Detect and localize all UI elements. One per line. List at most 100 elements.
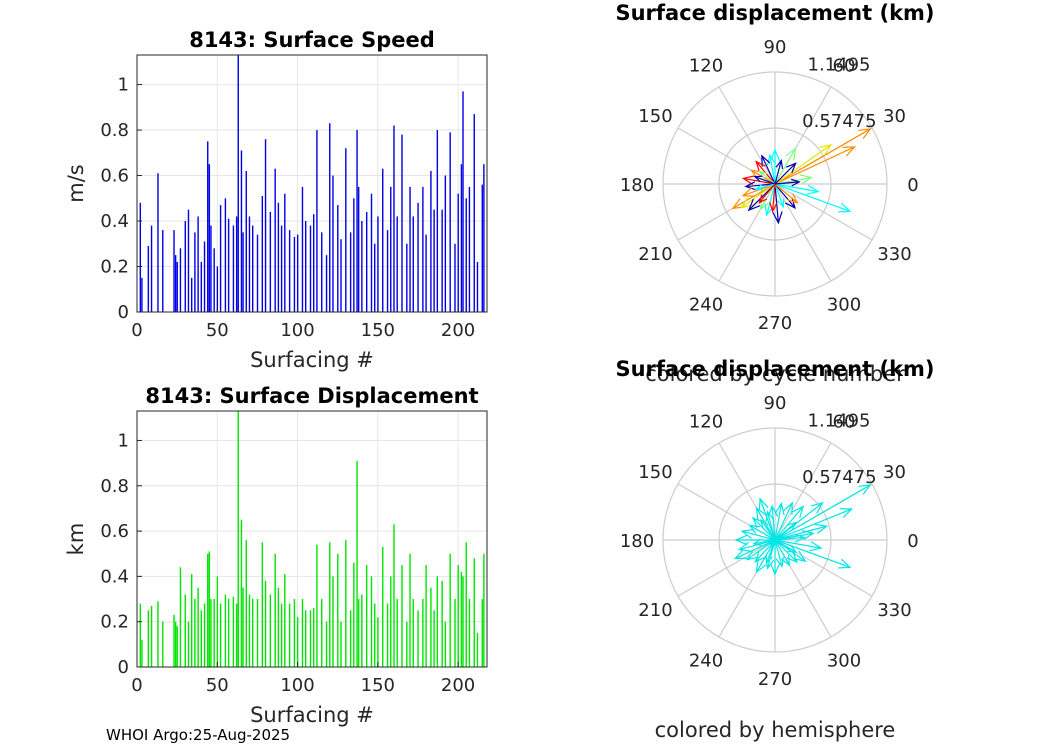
angle-label: 150 <box>638 462 672 483</box>
vector-line <box>774 183 796 209</box>
angle-label: 270 <box>758 669 792 690</box>
bar <box>237 55 239 312</box>
vector-line <box>774 183 798 204</box>
bar <box>242 587 244 667</box>
bar <box>370 576 373 667</box>
bar <box>356 130 358 312</box>
bar <box>370 193 373 312</box>
bar <box>197 587 199 667</box>
bar <box>353 198 355 312</box>
bar <box>332 576 334 667</box>
bar <box>396 216 398 312</box>
vector-arrowhead <box>758 194 768 204</box>
bar <box>194 599 196 667</box>
vector-line <box>766 183 776 216</box>
bar <box>187 209 190 312</box>
vector-arrowhead <box>765 554 773 565</box>
vector-arrowhead <box>790 178 801 187</box>
bar <box>425 565 427 667</box>
bar <box>412 216 414 312</box>
vector-arrowhead <box>785 147 797 161</box>
surface-speed-ylabel: m/s <box>64 164 88 202</box>
vector-arrowhead <box>785 162 797 174</box>
vector-line <box>761 155 776 185</box>
angle-label: 300 <box>827 295 861 316</box>
y-tick-label: 1 <box>118 75 129 96</box>
bar <box>207 141 209 312</box>
bar <box>436 130 439 312</box>
vector-arrowhead <box>814 523 829 534</box>
bar <box>353 562 355 667</box>
vector-arrowhead <box>810 501 824 514</box>
polar-cycle-chart: 0 30 60 90 120 150 180 210 240 270 300 330 0.57475 1.… <box>615 1 934 386</box>
bar <box>325 255 328 312</box>
angle-label: 270 <box>758 313 792 334</box>
bar <box>216 576 219 667</box>
vector-line <box>774 539 851 568</box>
vector-arrowhead <box>842 146 856 157</box>
surface-speed-title: 8143: Surface Speed <box>189 28 435 52</box>
bar <box>444 621 447 667</box>
bar <box>213 599 215 667</box>
vector-line <box>759 183 776 210</box>
surface-displacement-ticks: 0 50 100 150 200 0 0.2 0.4 0.6 0.8 1 <box>100 430 475 696</box>
vector-arrowhead <box>809 541 823 552</box>
vector-arrowhead <box>751 516 764 529</box>
ring-label: 0.57475 <box>802 467 876 488</box>
bar <box>436 576 439 667</box>
vector-line <box>754 539 776 563</box>
bar <box>293 599 296 667</box>
polar-cycle-subtitle: colored by cycle number <box>645 362 905 386</box>
bar <box>422 599 424 667</box>
bar <box>224 594 227 667</box>
vector-arrowhead <box>782 501 793 515</box>
bar <box>240 150 243 312</box>
bar <box>457 193 459 312</box>
bar <box>422 186 424 312</box>
vector-arrowhead <box>777 198 785 209</box>
polar-hemisphere-labels: 0 30 60 90 120 150 180 210 240 270 300 330 0.57475 1.… <box>620 393 919 690</box>
bar <box>274 553 276 667</box>
bar <box>393 125 395 312</box>
bar <box>213 248 215 312</box>
bar <box>173 230 175 312</box>
polar-cycle-title: Surface displacement (km) <box>615 1 934 25</box>
bar <box>197 216 199 312</box>
vector-arrowhead <box>731 198 745 210</box>
bar <box>441 209 443 312</box>
vector-arrowhead <box>769 201 778 213</box>
y-tick-label: 0.4 <box>100 566 129 587</box>
vector-arrowhead <box>758 170 767 178</box>
bar <box>251 225 254 312</box>
bar <box>406 621 408 667</box>
vector-arrowhead <box>733 549 748 560</box>
bar <box>224 198 227 312</box>
bar <box>483 164 485 312</box>
bar <box>174 255 177 312</box>
y-tick-label: 0.2 <box>100 612 129 633</box>
vector-arrowhead <box>760 518 769 529</box>
vector-line <box>774 539 791 566</box>
vector-line <box>752 517 776 541</box>
bar <box>417 610 419 667</box>
vector-arrowhead <box>838 558 852 569</box>
bar <box>433 209 435 312</box>
vector-arrowhead <box>754 184 764 191</box>
bar <box>374 603 376 667</box>
surface-displacement-xlabel: Surfacing # <box>250 703 374 727</box>
y-tick-label: 0.2 <box>100 257 129 278</box>
angle-label: 240 <box>689 295 723 316</box>
bar <box>361 221 363 312</box>
vector-line <box>774 503 783 541</box>
vector-arrowhead <box>839 508 854 518</box>
x-tick-label: 0 <box>131 675 142 696</box>
angle-label: 150 <box>638 106 672 127</box>
bar <box>382 546 384 667</box>
bar <box>321 232 323 312</box>
vector-arrowhead <box>794 533 806 543</box>
bar <box>457 565 459 667</box>
bar <box>430 170 432 312</box>
surface-displacement-chart: 0 50 100 150 200 0 0.2 0.4 0.6 0.8 1 8143: Surface… <box>64 384 488 727</box>
bar <box>377 617 379 667</box>
angle-label: 330 <box>877 600 911 621</box>
